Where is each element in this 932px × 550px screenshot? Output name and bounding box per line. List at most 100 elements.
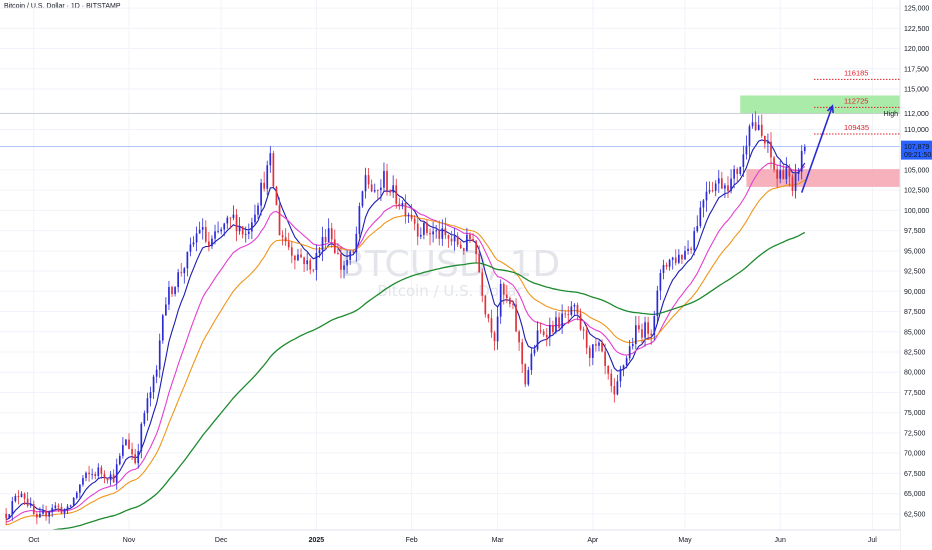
candle-body[interactable] bbox=[82, 478, 84, 485]
candle-body[interactable] bbox=[429, 233, 431, 235]
candle-body[interactable] bbox=[303, 257, 305, 265]
candle-body[interactable] bbox=[502, 283, 505, 295]
candle[interactable] bbox=[66, 504, 69, 514]
candle-body[interactable] bbox=[186, 251, 189, 269]
candle[interactable] bbox=[79, 484, 81, 499]
candle[interactable] bbox=[290, 241, 293, 264]
candle[interactable] bbox=[665, 262, 668, 270]
candle[interactable] bbox=[226, 215, 229, 229]
candle[interactable] bbox=[595, 338, 597, 352]
candle[interactable] bbox=[14, 493, 17, 503]
candle-body[interactable] bbox=[75, 492, 78, 498]
candle-body[interactable] bbox=[720, 178, 723, 189]
candle-body[interactable] bbox=[478, 254, 481, 273]
candle[interactable] bbox=[410, 203, 413, 222]
candle[interactable] bbox=[367, 168, 370, 189]
candle-body[interactable] bbox=[103, 473, 106, 478]
candle[interactable] bbox=[499, 279, 502, 324]
candle-body[interactable] bbox=[247, 231, 250, 234]
candle[interactable] bbox=[432, 221, 434, 243]
candle-body[interactable] bbox=[165, 304, 167, 316]
candle-body[interactable] bbox=[748, 126, 751, 146]
candle[interactable] bbox=[272, 150, 275, 188]
candle[interactable] bbox=[42, 504, 44, 517]
candle[interactable] bbox=[168, 280, 170, 311]
candle[interactable] bbox=[644, 316, 646, 347]
candle-body[interactable] bbox=[444, 228, 447, 236]
candle[interactable] bbox=[601, 339, 603, 353]
candle-body[interactable] bbox=[677, 254, 680, 263]
candle[interactable] bbox=[521, 338, 524, 374]
candle-body[interactable] bbox=[404, 202, 407, 216]
candle[interactable] bbox=[561, 304, 563, 334]
candle[interactable] bbox=[198, 221, 201, 234]
candle-body[interactable] bbox=[260, 182, 262, 206]
candle[interactable] bbox=[232, 205, 235, 221]
candle-body[interactable] bbox=[438, 230, 441, 239]
candle-body[interactable] bbox=[91, 474, 93, 475]
candle[interactable] bbox=[318, 246, 321, 258]
candle-body[interactable] bbox=[441, 228, 444, 239]
candle-body[interactable] bbox=[671, 257, 674, 260]
candle[interactable] bbox=[315, 244, 318, 281]
candle[interactable] bbox=[696, 215, 699, 233]
candle[interactable] bbox=[616, 374, 619, 396]
candle[interactable] bbox=[241, 226, 244, 239]
candle[interactable] bbox=[441, 219, 444, 246]
candle[interactable] bbox=[705, 181, 708, 212]
candles[interactable] bbox=[5, 111, 806, 526]
candle-body[interactable] bbox=[757, 124, 760, 131]
candle-body[interactable] bbox=[349, 251, 352, 260]
candle[interactable] bbox=[171, 285, 173, 297]
candle[interactable] bbox=[118, 453, 121, 466]
candle[interactable] bbox=[754, 111, 757, 132]
candle[interactable] bbox=[542, 328, 545, 337]
candle-body[interactable] bbox=[555, 317, 557, 332]
candle-body[interactable] bbox=[622, 365, 625, 369]
candle-body[interactable] bbox=[604, 351, 606, 366]
candle-body[interactable] bbox=[88, 472, 90, 475]
candle-body[interactable] bbox=[204, 227, 207, 242]
candle-body[interactable] bbox=[254, 214, 256, 223]
candle-body[interactable] bbox=[702, 200, 705, 208]
candle-body[interactable] bbox=[619, 368, 622, 382]
candle[interactable] bbox=[773, 155, 775, 173]
candle[interactable] bbox=[361, 190, 364, 208]
candle-body[interactable] bbox=[401, 202, 404, 207]
candle[interactable] bbox=[158, 333, 161, 378]
candle[interactable] bbox=[794, 163, 797, 199]
candle[interactable] bbox=[631, 337, 634, 350]
candle[interactable] bbox=[324, 229, 327, 251]
candle[interactable] bbox=[60, 503, 63, 514]
candle[interactable] bbox=[281, 230, 284, 246]
candle[interactable] bbox=[36, 511, 38, 525]
candle-body[interactable] bbox=[631, 344, 634, 347]
candle[interactable] bbox=[94, 471, 97, 480]
candle[interactable] bbox=[48, 510, 50, 524]
candle[interactable] bbox=[659, 269, 662, 301]
candle[interactable] bbox=[370, 179, 373, 193]
candle-body[interactable] bbox=[177, 272, 180, 288]
candle[interactable] bbox=[548, 317, 551, 347]
candle[interactable] bbox=[570, 301, 573, 317]
candle-body[interactable] bbox=[140, 423, 143, 452]
candle[interactable] bbox=[352, 249, 355, 254]
candle[interactable] bbox=[416, 217, 419, 246]
candle-body[interactable] bbox=[290, 247, 293, 256]
candle[interactable] bbox=[380, 179, 382, 201]
candle-body[interactable] bbox=[392, 185, 395, 193]
candle[interactable] bbox=[567, 306, 570, 324]
candle[interactable] bbox=[287, 232, 290, 251]
candle[interactable] bbox=[478, 245, 481, 273]
candle-body[interactable] bbox=[211, 238, 213, 247]
candle[interactable] bbox=[736, 167, 739, 183]
candle[interactable] bbox=[653, 310, 656, 341]
candle-body[interactable] bbox=[48, 511, 50, 517]
candle[interactable] bbox=[515, 298, 517, 332]
candle-body[interactable] bbox=[380, 187, 382, 191]
candle-body[interactable] bbox=[281, 235, 284, 238]
candle[interactable] bbox=[628, 339, 631, 361]
candle-body[interactable] bbox=[739, 166, 742, 174]
candle-body[interactable] bbox=[389, 190, 391, 193]
candle[interactable] bbox=[260, 178, 262, 216]
